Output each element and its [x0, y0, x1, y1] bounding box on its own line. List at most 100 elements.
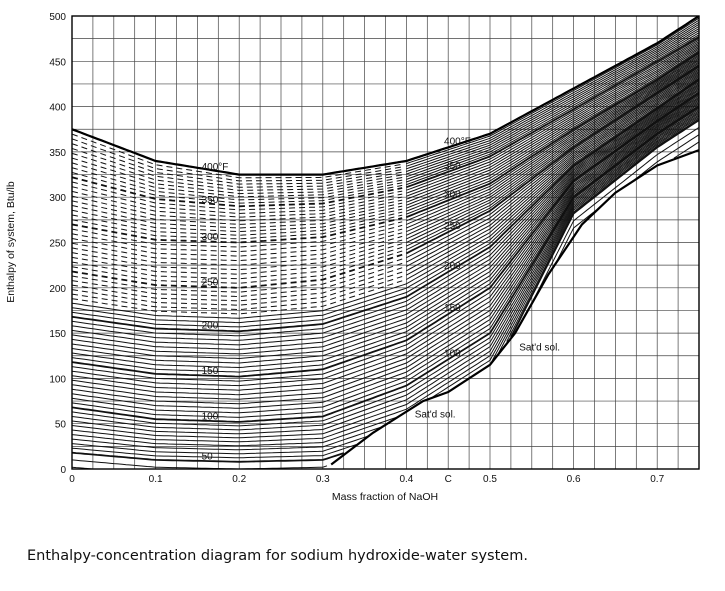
isotherm-70F: [72, 114, 699, 447]
plot-frame: [71, 15, 700, 470]
isotherm-235F-dashed: [72, 267, 403, 302]
isotherm-60F: [72, 117, 699, 455]
saturation-label-upper: Sat'd sol.: [519, 342, 560, 353]
isotherm-370F: [406, 28, 699, 178]
isotherm-215F: [72, 74, 699, 319]
x-tick-label: 0.5: [483, 474, 497, 485]
isotherm-180F: [72, 84, 699, 350]
isotherm-375F: [406, 25, 699, 175]
isotherm-170F: [72, 87, 699, 360]
isotherm-235F: [406, 69, 699, 267]
isotherm-label-right: 350: [444, 161, 461, 172]
isotherm-35F: [673, 141, 699, 159]
y-axis-title: Enthalpy of system, Btu/lb: [5, 181, 17, 303]
isotherm-195F: [72, 80, 699, 337]
isotherm-375F-dashed: [72, 152, 403, 191]
tick-labels: 0 0.1 0.2 0.3 0.4 C 0.5 0.6 0.7 0 50 100 150 200 250 30…: [49, 12, 664, 485]
isotherm-110F: [72, 103, 699, 414]
isotherm-label-right: 300: [444, 189, 461, 200]
isotherm-165F: [72, 88, 699, 364]
isotherm-curves: [72, 16, 699, 469]
isotherm-210F: [72, 76, 699, 324]
isotherm-365F: [406, 30, 699, 180]
y-tick-label: 300: [49, 193, 66, 204]
isotherm-label-left: 150: [202, 366, 219, 377]
isotherm-280F: [406, 57, 699, 233]
isotherm-295F: [406, 53, 699, 222]
isotherm-395F: [406, 17, 699, 165]
isotherm-280F-dashed: [72, 232, 403, 262]
isotherm-380F: [406, 23, 699, 172]
plot-border: [71, 15, 700, 470]
y-tick-label: 450: [49, 57, 66, 68]
isotherm-90F: [72, 108, 699, 431]
isotherm-310F: [406, 48, 699, 212]
isotherm-385F: [406, 21, 699, 170]
isotherm-115F: [72, 102, 699, 409]
isotherm-325F: [406, 44, 699, 203]
chart: 0 0.1 0.2 0.3 0.4 C 0.5 0.6 0.7 0 50 100 150 200 250 30…: [5, 12, 700, 503]
isotherm-155F: [72, 91, 699, 373]
isotherm-400F-boundary: [72, 16, 699, 176]
isotherm-255F: [406, 64, 699, 251]
isotherm-120F: [72, 100, 699, 405]
isotherm-label-left: 100: [202, 411, 219, 422]
isotherm-285F: [406, 55, 699, 229]
isotherm-200F: [72, 78, 699, 333]
isotherm-310F-dashed: [72, 211, 403, 236]
isotherm-145F: [72, 93, 699, 382]
isotherm-label-right: 150: [444, 303, 461, 314]
y-tick-label: 150: [49, 329, 66, 340]
isotherm-label-left: 400°F: [202, 162, 229, 173]
isotherm-350F: [406, 36, 699, 189]
x-tick-label: 0.1: [149, 474, 163, 485]
x-tick-label: 0.7: [650, 474, 664, 485]
x-tick-label: C: [445, 474, 452, 485]
isotherm-275F-dashed: [72, 235, 403, 266]
y-tick-label: 0: [60, 465, 66, 476]
isotherm-label-left: 200: [202, 321, 219, 332]
isotherm-label-right: 400°F: [444, 136, 471, 147]
isotherm-220F: [406, 73, 699, 280]
isotherm-95F: [72, 107, 699, 427]
isotherm-370F-dashed: [72, 157, 403, 195]
isotherm-265F: [406, 61, 699, 243]
isotherm-130F: [72, 97, 699, 396]
isotherm-55F: [72, 118, 699, 459]
figure-caption: Enthalpy-concentration diagram for sodiu…: [27, 548, 528, 564]
x-tick-label: 0: [69, 474, 75, 485]
isotherm-250F: [405, 65, 699, 255]
isotherm-label-right: 200: [444, 261, 461, 272]
isotherm-75F: [72, 112, 699, 443]
x-tick-label: 0.4: [399, 474, 413, 485]
y-tick-label: 50: [55, 420, 67, 431]
isotherm-105F: [72, 104, 699, 418]
y-tick-label: 400: [49, 103, 66, 114]
isotherm-315F: [406, 47, 699, 209]
isotherm-label-left: 250: [202, 277, 219, 288]
isotherm-150F: [72, 92, 699, 378]
y-tick-label: 100: [49, 374, 66, 385]
isotherm-100F: [72, 105, 699, 423]
isotherm-label-left: 300: [202, 232, 219, 243]
isotherm-225F-dashed: [72, 276, 403, 311]
isotherm-265F-dashed: [72, 243, 403, 275]
isotherm-380F-dashed: [72, 148, 403, 188]
isotherm-50F: [72, 119, 699, 463]
x-tick-label: 0.2: [232, 474, 246, 485]
isotherm-260F-dashed: [72, 246, 403, 280]
isotherm-230F-dashed: [72, 271, 403, 306]
isotherm-240F: [406, 68, 699, 263]
isotherm-80F: [72, 111, 699, 439]
isotherm-label-left: 50: [202, 451, 214, 462]
isotherm-390F: [406, 19, 699, 167]
isotherm-label-right: 250: [444, 221, 461, 232]
isotherm-295F-dashed: [72, 221, 403, 248]
isotherm-330F: [406, 42, 699, 200]
isotherm-245F-dashed: [72, 258, 403, 293]
isotherm-190F: [72, 81, 699, 341]
isotherm-385F-dashed: [72, 143, 403, 185]
x-axis-title: Mass fraction of NaOH: [332, 491, 438, 503]
isotherm-360F: [406, 32, 699, 183]
isotherm-220F-dashed: [72, 280, 403, 315]
